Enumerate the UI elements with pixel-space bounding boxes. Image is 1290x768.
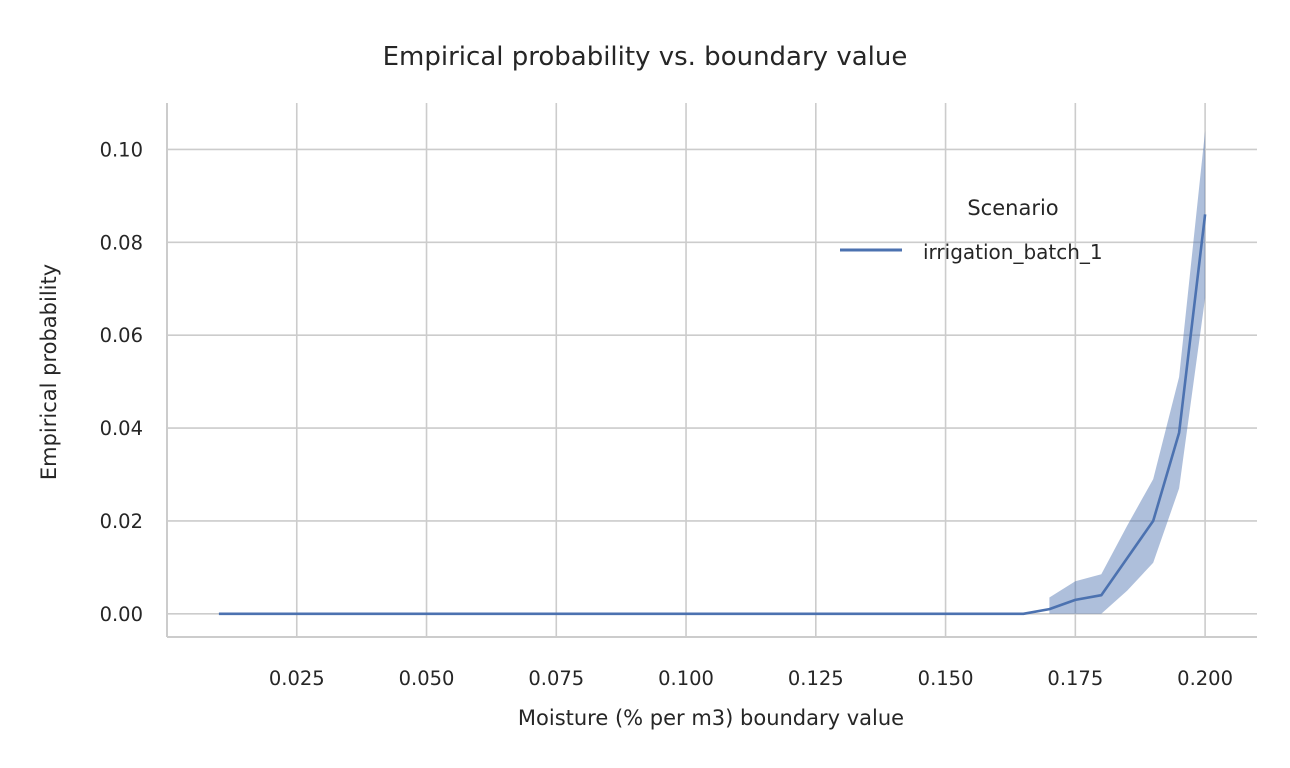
- y-tick-label: 0.08: [100, 231, 143, 254]
- y-tick-label: 0.10: [100, 138, 143, 161]
- y-tick-label: 0.04: [100, 417, 143, 440]
- legend: Scenario irrigation_batch_1: [840, 196, 1103, 264]
- confidence-band-layer: [1049, 130, 1206, 614]
- tick-labels-layer: 0.025 0.050 0.075 0.100 0.125 0.150 0.175 0.200…: [100, 138, 1233, 690]
- x-tick-label: 0.175: [1047, 667, 1103, 690]
- x-tick-label: 0.025: [269, 667, 325, 690]
- x-tick-label: 0.150: [918, 667, 974, 690]
- x-tick-label: 0.100: [658, 667, 714, 690]
- series-line-layer: [218, 214, 1207, 616]
- x-tick-label: 0.125: [788, 667, 844, 690]
- y-tick-label: 0.06: [100, 324, 143, 347]
- y-tick-label: 0.02: [100, 510, 143, 533]
- series-line: [218, 214, 1207, 616]
- x-axis-label: Moisture (% per m3) boundary value: [518, 706, 904, 730]
- y-tick-label: 0.00: [100, 603, 143, 626]
- y-axis-label: Empirical probability: [37, 264, 61, 480]
- x-tick-label: 0.050: [399, 667, 455, 690]
- legend-label-irrigation-batch-1: irrigation_batch_1: [923, 240, 1103, 264]
- legend-title: Scenario: [967, 196, 1058, 220]
- chart-title: Empirical probability vs. boundary value: [383, 42, 908, 72]
- confidence-band: [1049, 130, 1206, 614]
- x-tick-label: 0.075: [528, 667, 584, 690]
- grid-layer: [167, 103, 1257, 637]
- axes-spines: [166, 103, 1257, 638]
- x-tick-label: 0.200: [1177, 667, 1233, 690]
